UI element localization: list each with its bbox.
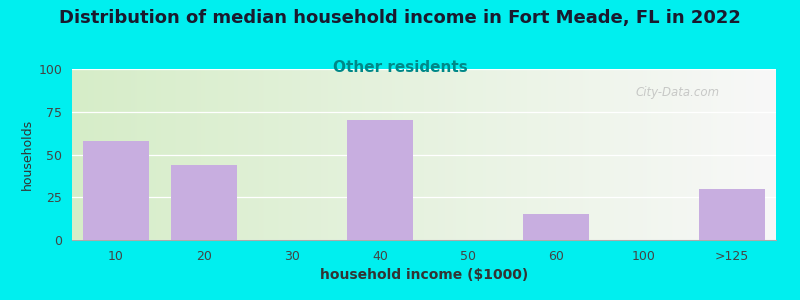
Text: City-Data.com: City-Data.com (635, 86, 719, 99)
Bar (347, 120, 413, 240)
Bar (83, 141, 149, 240)
Bar (523, 214, 589, 240)
Text: Distribution of median household income in Fort Meade, FL in 2022: Distribution of median household income … (59, 9, 741, 27)
Text: Other residents: Other residents (333, 60, 467, 75)
X-axis label: household income ($1000): household income ($1000) (320, 268, 528, 282)
Bar (699, 189, 765, 240)
Y-axis label: households: households (22, 119, 34, 190)
Bar (171, 165, 237, 240)
